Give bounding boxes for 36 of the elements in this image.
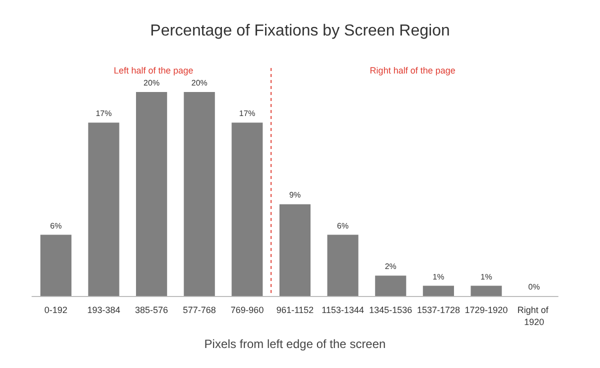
bar [184,92,215,296]
bar [88,122,120,296]
x-tick-label: 769-960 [230,305,264,315]
data-label: 1% [480,272,492,282]
x-axis-title: Pixels from left edge of the screen [204,337,386,351]
bar [375,276,406,296]
x-tick-label: 1729-1920 [464,305,508,315]
x-tick-label: 1345-1536 [369,305,412,315]
data-label: 1% [432,272,444,282]
bar [327,234,358,296]
chart-title: Percentage of Fixations by Screen Region [150,22,450,40]
data-label: 17% [96,109,112,118]
text: Right half of the page [370,66,456,76]
data-label: 9% [289,190,301,200]
bar [136,92,168,296]
x-tick-label: 385-576 [135,305,168,315]
data-label: 0% [528,282,540,292]
data-label: 6% [50,221,62,230]
x-tick-label: 577-768 [182,305,216,315]
data-label: 6% [337,221,349,230]
x-tick-label: Right of 1920 [517,305,551,327]
x-tick-label: 961-1152 [276,305,314,315]
text: Left half of the page [114,66,194,76]
data-label: 17% [239,109,256,118]
data-label: 20% [144,78,160,88]
x-tick-label: 193-384 [87,305,120,315]
bar [422,286,454,296]
bar [279,204,311,296]
x-tick-label: 1153-1344 [322,305,364,315]
data-label: 20% [191,78,208,88]
bar [470,286,502,296]
bar [40,234,72,296]
bar [232,122,263,296]
x-tick-label: 0-192 [44,305,68,315]
data-label: 2% [384,262,396,272]
x-tick-label: 1537-1728 [416,305,460,315]
